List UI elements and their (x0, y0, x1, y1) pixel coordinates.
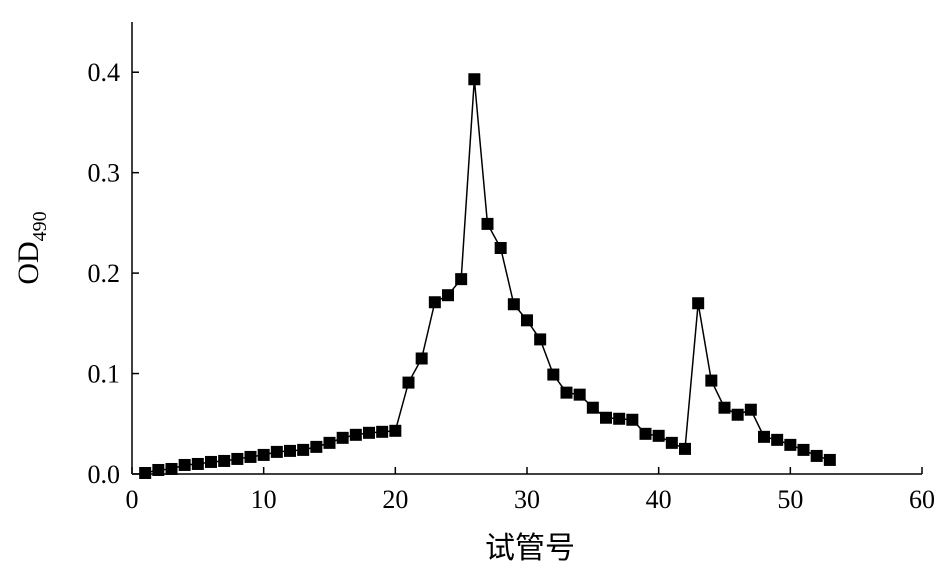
y-axis-label-subscript: 490 (29, 211, 51, 241)
x-tick-label: 60 (909, 485, 935, 514)
data-point (600, 411, 612, 424)
data-point (257, 448, 270, 461)
data-point (613, 412, 626, 425)
data-point (665, 436, 678, 449)
x-tick-label: 10 (251, 485, 277, 514)
y-tick-label: 0.3 (88, 159, 121, 188)
y-axis-label: OD490 (12, 211, 51, 284)
data-point (244, 450, 257, 463)
y-tick-label: 0.0 (88, 460, 121, 489)
y-tick-label: 0.2 (88, 259, 121, 288)
data-point (823, 453, 836, 466)
data-point (547, 368, 560, 381)
x-tick-label: 40 (646, 485, 672, 514)
data-point (323, 436, 336, 449)
data-point (797, 443, 810, 456)
x-tick-label: 0 (126, 485, 139, 514)
x-axis-label: 试管号 (485, 532, 575, 565)
data-point (455, 273, 468, 286)
data-point (639, 427, 652, 440)
data-point (560, 386, 573, 399)
data-point (784, 438, 797, 451)
data-point (744, 403, 757, 416)
data-point (442, 289, 454, 302)
data-point (586, 401, 599, 414)
data-point (428, 296, 441, 309)
data-point (758, 430, 770, 443)
data-point (521, 314, 533, 327)
y-tick-label: 0.1 (88, 360, 121, 389)
data-point (705, 374, 718, 387)
data-point (534, 333, 547, 346)
data-point (692, 297, 705, 310)
data-point (494, 242, 507, 254)
data-point (402, 376, 415, 389)
data-point (270, 445, 283, 458)
data-point (771, 433, 784, 446)
data-point (284, 444, 296, 457)
data-point (297, 443, 310, 456)
data-line (144, 79, 831, 474)
data-point (573, 388, 586, 401)
x-tick-label: 30 (514, 485, 540, 514)
data-point (626, 413, 639, 426)
data-point (731, 408, 744, 421)
data-point (415, 352, 428, 365)
y-axis-label-main: OD (12, 241, 45, 284)
data-point (178, 458, 191, 471)
data-point (205, 455, 217, 468)
data-point (481, 217, 494, 230)
data-point (349, 428, 362, 441)
data-point (191, 457, 204, 470)
data-point (310, 440, 323, 453)
data-point (389, 424, 402, 437)
data-point (718, 401, 731, 414)
data-point (376, 425, 389, 438)
data-point (231, 452, 244, 465)
data-point (152, 463, 165, 476)
data-point (218, 454, 231, 467)
data-point (165, 462, 178, 475)
data-point (810, 449, 823, 462)
x-tick-label: 50 (777, 485, 803, 514)
data-point (336, 431, 349, 444)
data-point (363, 426, 375, 439)
data-point (679, 442, 691, 455)
y-tick-label: 0.4 (88, 58, 121, 87)
data-point (652, 429, 665, 442)
data-point (468, 73, 481, 86)
x-tick-label: 20 (382, 485, 408, 514)
data-point (139, 466, 152, 479)
data-point (507, 298, 520, 311)
